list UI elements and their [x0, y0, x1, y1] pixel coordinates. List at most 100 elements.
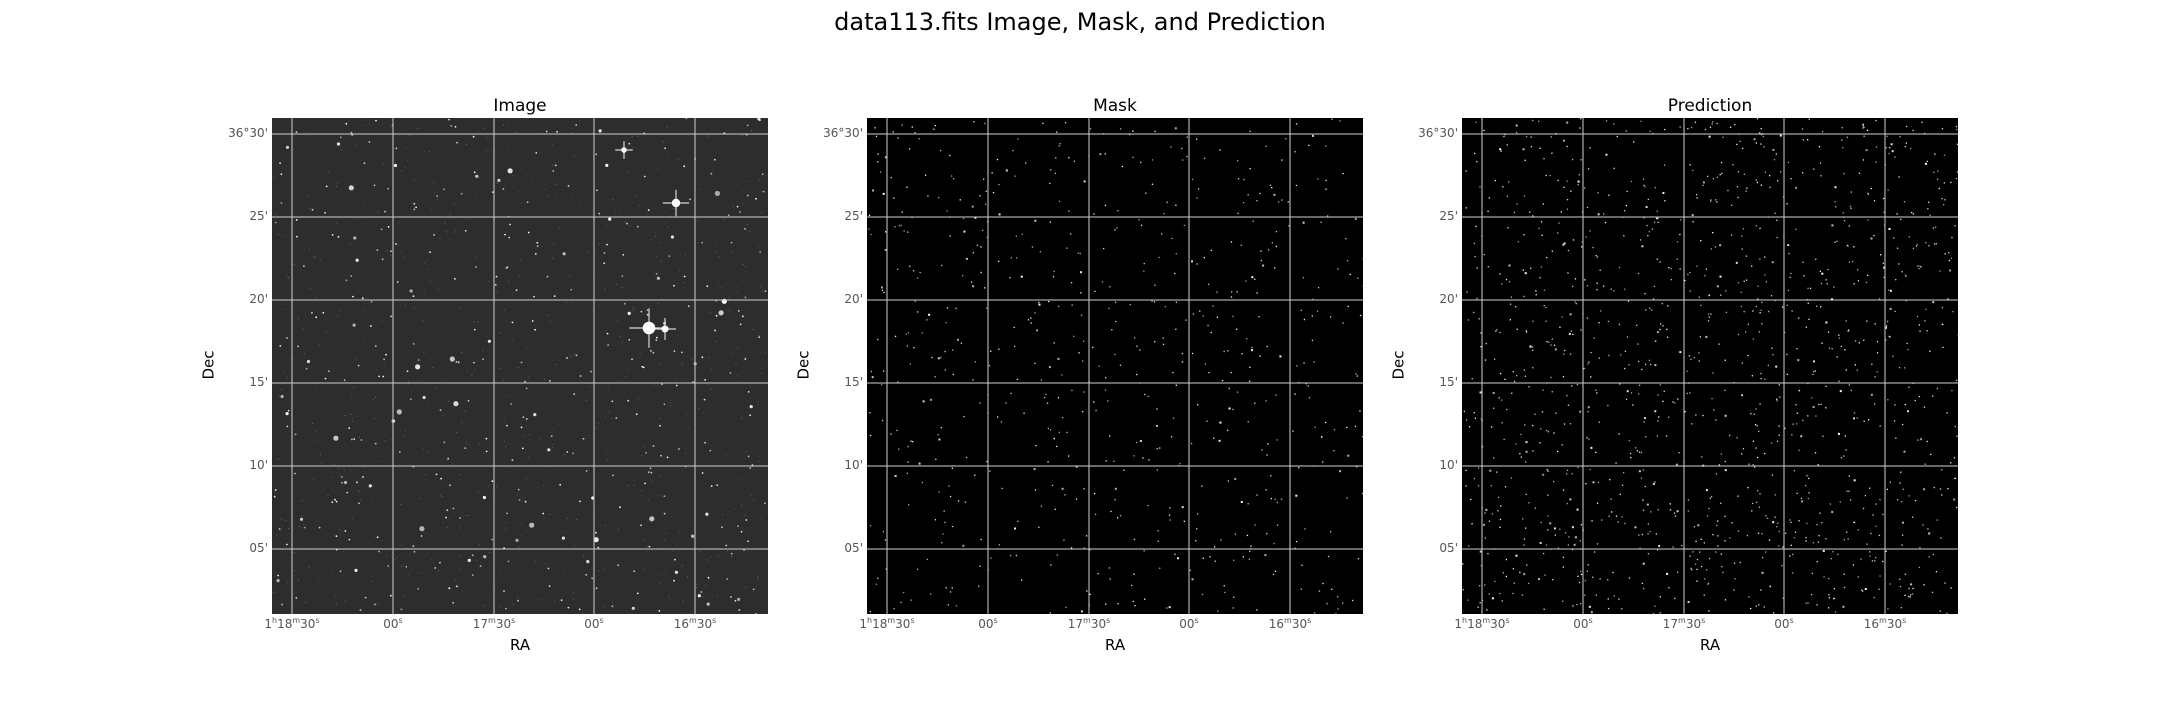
mask-pixel	[1175, 253, 1177, 255]
noise-pixel	[382, 267, 384, 269]
prediction-pixel	[1647, 235, 1649, 237]
prediction-pixel	[1510, 477, 1513, 479]
mask-pixel	[1053, 342, 1055, 344]
star	[762, 190, 765, 193]
noise-pixel	[563, 138, 565, 140]
mask-pixel	[1247, 421, 1249, 423]
mask-pixel	[1231, 291, 1233, 293]
prediction-pixel	[1817, 464, 1819, 466]
noise-pixel	[354, 183, 356, 185]
prediction-pixel	[1508, 281, 1511, 283]
mask-plot-area[interactable]	[867, 118, 1363, 614]
prediction-pixel	[1902, 488, 1904, 490]
star	[622, 253, 625, 256]
noise-pixel	[744, 514, 746, 516]
prediction-pixel	[1577, 180, 1580, 183]
star	[459, 517, 461, 519]
mask-pixel	[1270, 475, 1272, 477]
prediction-pixel	[1649, 130, 1651, 133]
mask-pixel	[1240, 244, 1242, 246]
prediction-pixel	[1646, 503, 1649, 506]
noise-pixel	[396, 557, 398, 559]
mask-pixel	[1240, 501, 1243, 503]
mask-pixel	[949, 235, 951, 237]
noise-pixel	[485, 150, 487, 151]
prediction-pixel	[1562, 566, 1564, 568]
prediction-plot-area[interactable]	[1462, 118, 1958, 614]
dec-axis-label: Dec	[1389, 350, 1408, 380]
prediction-pixel	[1547, 470, 1549, 472]
noise-pixel	[355, 145, 357, 147]
prediction-pixel	[1571, 548, 1574, 551]
prediction-pixel	[1648, 231, 1651, 233]
star	[649, 516, 655, 522]
noise-pixel	[303, 523, 305, 525]
prediction-pixel	[1557, 179, 1559, 182]
noise-pixel	[757, 405, 758, 406]
star	[464, 447, 467, 449]
mask-pixel	[903, 230, 905, 232]
prediction-pixel	[1640, 239, 1642, 241]
noise-pixel	[695, 553, 697, 554]
mask-pixel	[1016, 257, 1018, 259]
prediction-pixel	[1716, 176, 1718, 178]
star	[737, 525, 739, 527]
prediction-pixel	[1916, 315, 1919, 318]
prediction-pixel	[1670, 279, 1672, 281]
image-plot-area[interactable]	[272, 118, 768, 614]
noise-pixel	[429, 151, 430, 153]
prediction-pixel	[1952, 311, 1954, 313]
mask-pixel	[1321, 436, 1323, 439]
prediction-pixel	[1786, 373, 1788, 375]
noise-pixel	[520, 524, 522, 526]
mask-pixel	[1221, 380, 1224, 382]
star	[582, 437, 585, 440]
prediction-pixel	[1724, 540, 1726, 542]
noise-pixel	[764, 352, 766, 354]
noise-pixel	[276, 534, 278, 536]
noise-pixel	[759, 285, 761, 287]
prediction-pixel	[1515, 554, 1518, 557]
mask-pixel	[1014, 175, 1016, 177]
mask-pixel	[1207, 324, 1209, 327]
prediction-pixel	[1538, 227, 1540, 230]
prediction-pixel	[1813, 360, 1815, 363]
prediction-pixel	[1790, 521, 1792, 523]
star	[452, 601, 454, 604]
noise-pixel	[285, 168, 287, 170]
mask-pixel	[1233, 559, 1235, 561]
prediction-pixel	[1645, 436, 1647, 438]
prediction-pixel	[1689, 392, 1691, 394]
noise-pixel	[483, 605, 485, 607]
noise-pixel	[478, 177, 480, 178]
ra-tick-label: 1h18m30s	[264, 616, 320, 631]
mask-pixel	[1169, 507, 1171, 509]
prediction-pixel	[1925, 308, 1927, 311]
prediction-pixel	[1777, 522, 1779, 524]
noise-pixel	[574, 545, 576, 547]
mask-pixel	[1094, 493, 1096, 495]
noise-pixel	[696, 148, 698, 150]
prediction-pixel	[1757, 298, 1759, 300]
prediction-pixel	[1924, 463, 1926, 465]
prediction-pixel	[1916, 244, 1918, 246]
mask-pixel	[1182, 159, 1184, 161]
noise-pixel	[690, 534, 692, 536]
mask-pixel	[1259, 355, 1261, 357]
mask-pixel	[1016, 378, 1019, 380]
mask-pixel	[1266, 345, 1268, 348]
prediction-pixel	[1737, 333, 1740, 336]
mask-pixel	[869, 610, 871, 613]
star	[713, 158, 716, 161]
prediction-pixel	[1715, 473, 1718, 475]
noise-pixel	[478, 543, 480, 545]
prediction-pixel	[1494, 179, 1496, 182]
prediction-pixel	[1831, 348, 1833, 350]
mask-pixel	[1132, 600, 1134, 603]
mask-pixel	[1259, 192, 1261, 195]
star	[524, 500, 527, 503]
mask-pixel	[1210, 249, 1212, 251]
prediction-pixel	[1758, 331, 1760, 333]
star	[658, 610, 661, 612]
star	[398, 451, 401, 453]
